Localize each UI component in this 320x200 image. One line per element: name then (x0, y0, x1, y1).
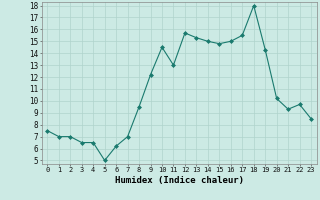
X-axis label: Humidex (Indice chaleur): Humidex (Indice chaleur) (115, 176, 244, 185)
